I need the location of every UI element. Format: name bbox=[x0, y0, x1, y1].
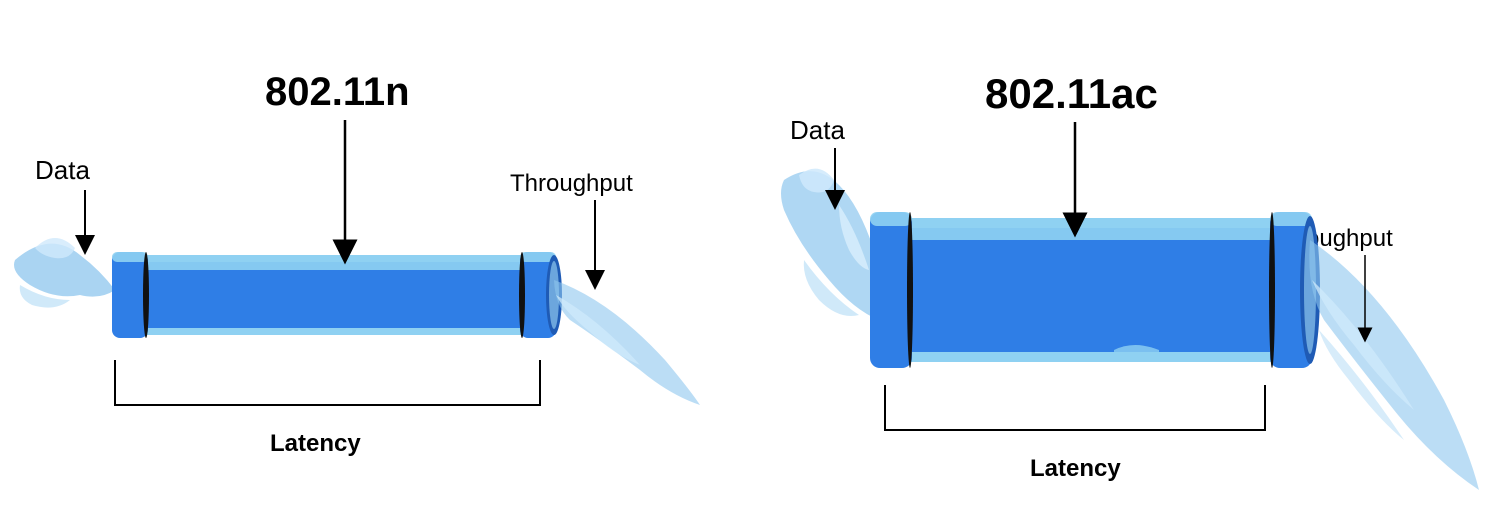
panel-80211n: 802.11n Data Throughput Latency bbox=[0, 0, 744, 524]
panel-80211ac: 802.11ac Data Throughput Latency bbox=[744, 0, 1489, 524]
arrows-ac bbox=[744, 0, 1489, 524]
arrows-n bbox=[0, 0, 744, 524]
